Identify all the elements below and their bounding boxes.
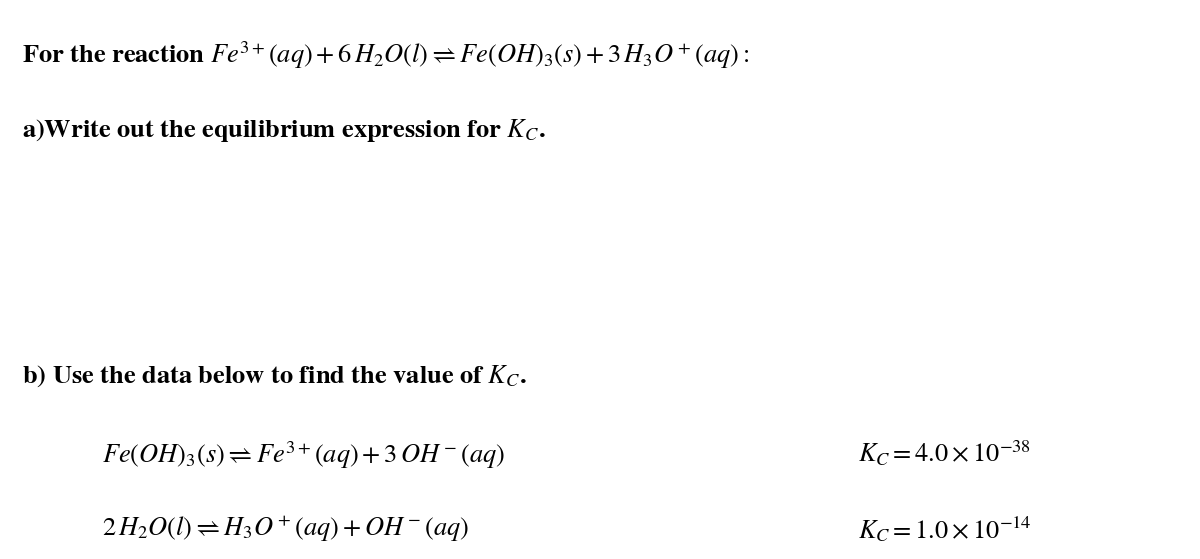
Text: $Fe(OH)_3(s) \rightleftharpoons Fe^{3+}(aq) + 3\,OH^-(aq)$: $Fe(OH)_3(s) \rightleftharpoons Fe^{3+}(… bbox=[102, 439, 505, 471]
Text: $2\,H_2O(l) \rightleftharpoons H_3O^+(aq) + OH^-(aq)$: $2\,H_2O(l) \rightleftharpoons H_3O^+(aq… bbox=[102, 514, 469, 544]
Text: a)Write out the equilibrium expression for $K_C$.: a)Write out the equilibrium expression f… bbox=[22, 117, 545, 144]
Text: $K_C = 1.0 \times 10^{-14}$: $K_C = 1.0 \times 10^{-14}$ bbox=[858, 514, 1032, 544]
Text: b) Use the data below to find the value of $K_C$.: b) Use the data below to find the value … bbox=[22, 363, 527, 389]
Text: For the reaction $Fe^{3+}(aq) + 6\,H_2O(l) \rightleftharpoons Fe(OH)_3(s) + 3\,H: For the reaction $Fe^{3+}(aq) + 6\,H_2O(… bbox=[22, 39, 749, 71]
Text: $K_C = 4.0 \times 10^{-38}$: $K_C = 4.0 \times 10^{-38}$ bbox=[858, 439, 1031, 468]
